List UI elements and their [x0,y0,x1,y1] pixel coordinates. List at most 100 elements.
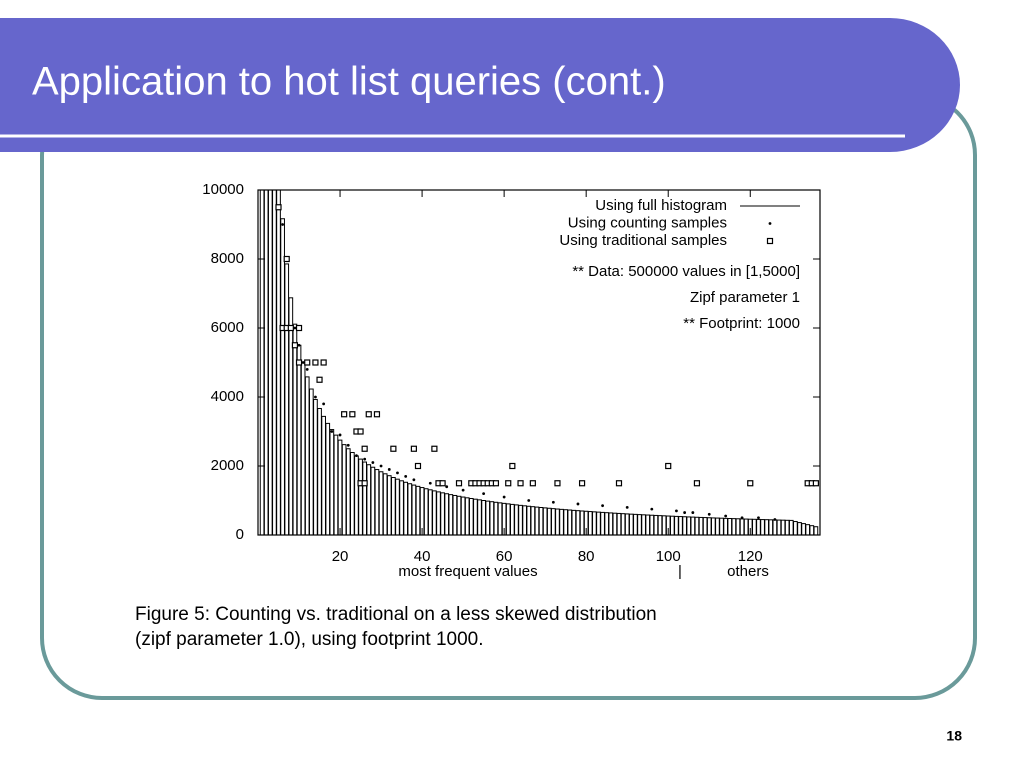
bar [813,526,819,535]
bar [563,509,569,535]
bar [345,448,351,535]
dot-point [412,478,416,482]
dot-point [314,395,317,399]
dot-point [576,502,580,506]
bar [296,344,302,535]
x-axis-label: others [727,563,769,580]
dot-point [281,223,285,226]
slide-title: Application to hot list queries (cont.) [32,60,666,104]
y-tick-label: 10000 [202,181,244,198]
dot-point [707,512,711,516]
caption-line: (zipf parameter 1.0), using footprint 10… [135,629,484,650]
caption-line: Figure 5: Counting vs. traditional on a … [135,604,657,625]
bar [354,455,359,535]
bar [436,491,441,535]
dot-point [683,511,687,514]
bar [489,501,495,535]
y-tick-label: 2000 [211,457,244,474]
dot-point [675,509,678,513]
bar [341,444,347,535]
bar [493,501,499,535]
bar [304,376,310,535]
dot-point [428,481,432,485]
square-point [304,359,311,366]
bar [710,517,716,535]
square-point [361,445,368,452]
bar [715,517,720,535]
bar [362,461,368,535]
bar [473,498,478,535]
bar [624,513,630,535]
bar [329,429,335,535]
bar [645,514,651,535]
dot-point [387,468,391,471]
bar [325,422,331,535]
bar [395,478,400,535]
legend-label: Using counting samples [568,214,727,231]
bar [727,518,733,535]
bar [657,515,663,535]
page-number: 18 [946,728,962,744]
legend-label: Using traditional samples [559,232,727,249]
annotation: Zipf parameter 1 [690,289,800,306]
dot-point [445,485,449,489]
square-point [812,480,819,487]
bar [739,518,745,535]
bar [300,362,306,535]
bar [477,499,482,535]
bar [366,464,372,535]
dot-point [322,402,326,406]
bar [723,517,728,535]
bar [682,516,687,535]
x-tick-label: 120 [738,548,763,565]
bar [551,508,556,535]
bar [382,473,388,535]
square-point [414,462,422,470]
bar [518,504,523,535]
legend-label: Using full histogram [595,197,727,214]
square-point [455,480,463,487]
plot-area [259,190,819,535]
bar [649,514,655,535]
square-point [410,445,417,452]
bar [440,492,445,535]
bar [555,508,560,535]
bar [608,512,614,535]
bar [620,513,626,535]
bar [661,515,667,535]
bar [419,487,425,535]
bar [809,525,815,535]
bar [374,469,380,535]
bar [280,218,285,535]
dot-point [338,433,342,437]
bar [407,483,413,535]
square-point [365,411,372,418]
bar [386,475,392,535]
legend-swatch [768,222,772,225]
square-point [578,480,586,487]
dot-point [297,343,301,347]
square-point [275,204,282,211]
bar [288,297,294,535]
bar [653,514,659,535]
dot-point [330,430,334,433]
bar [772,519,778,535]
annotation: ** Data: 500000 values in [1,5000] [572,263,800,280]
bar [637,514,642,535]
bar [464,497,470,535]
bar [579,510,585,535]
bar [784,519,790,535]
bar [317,407,322,535]
square-point [439,480,446,487]
bar [481,500,486,535]
dot-point [724,514,728,518]
bar [546,507,552,535]
square-point [509,462,516,470]
bar [308,388,314,535]
dot-point [625,506,629,509]
bar [403,481,409,535]
bar [592,511,597,535]
bar [756,518,761,535]
dot-point [355,454,358,458]
bar [600,511,605,535]
